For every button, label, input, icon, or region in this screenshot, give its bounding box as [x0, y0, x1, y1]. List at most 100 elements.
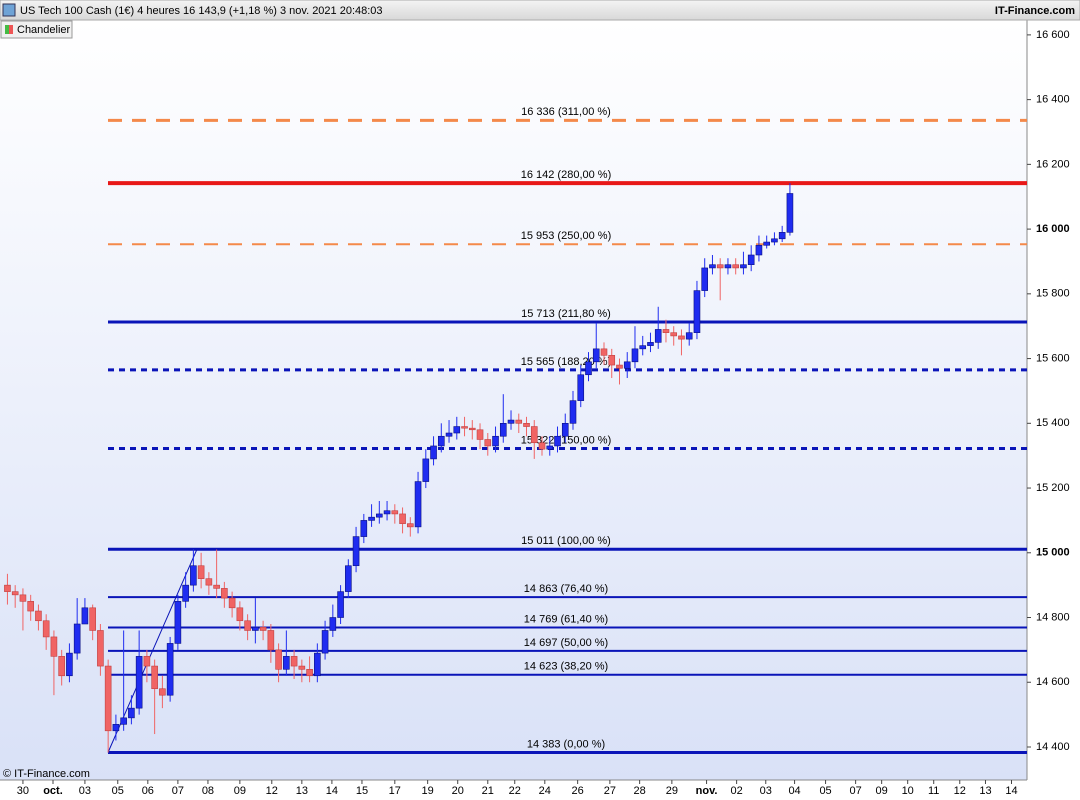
candle-body: [368, 516, 375, 521]
candle-body: [786, 193, 794, 233]
x-tick-label: oct.: [43, 785, 63, 797]
candle-body: [275, 649, 282, 670]
x-tick-label: 14: [326, 785, 338, 797]
app-icon: [2, 3, 16, 17]
candle-body: [182, 584, 189, 602]
chandelier-button[interactable]: Chandelier: [0, 20, 73, 39]
x-tick-label: 29: [666, 785, 678, 797]
candle-body: [476, 429, 484, 440]
candle-body: [290, 656, 298, 667]
plot: 16 336 (311,00 %) 16 142 (280,00 %) 15 953…: [4, 106, 1027, 754]
candle-body: [329, 617, 337, 631]
candle-body: [747, 254, 755, 266]
button-frame[interactable]: [0, 20, 73, 39]
x-tick-label: 13: [979, 785, 991, 797]
candle-body: [66, 652, 73, 677]
candle-body: [135, 656, 143, 709]
candle-body: [685, 332, 693, 340]
level-label: 14 863 (76,40 %): [524, 583, 608, 595]
candle-body: [407, 523, 414, 528]
candle-body: [608, 355, 616, 366]
y-tick-label: 14 400: [1036, 741, 1070, 753]
candle-body: [283, 656, 290, 670]
candle-body: [205, 578, 213, 586]
candle-body: [569, 400, 577, 424]
y-tick-label: 14 600: [1036, 676, 1070, 688]
candle-body: [143, 656, 151, 667]
x-tick-label: 03: [79, 785, 91, 797]
x-tick-label: 09: [876, 785, 888, 797]
candle-body: [314, 652, 321, 677]
candle-body: [592, 348, 600, 363]
y-tick-label: 15 600: [1036, 352, 1070, 364]
candle-body: [112, 724, 120, 732]
x-tick-label: 21: [482, 785, 494, 797]
x-tick-label: 06: [142, 785, 154, 797]
candle-body: [159, 688, 166, 696]
x-tick-label: 14: [1005, 785, 1017, 797]
level-label: 16 336 (311,00 %): [521, 106, 611, 118]
x-tick-label: 22: [509, 785, 521, 797]
axis-panel: [1027, 20, 1080, 800]
x-tick-label: nov.: [696, 785, 718, 797]
candle-body: [97, 630, 104, 667]
candle-body: [422, 458, 430, 482]
candle-body: [647, 342, 654, 346]
level-label: 14 697 (50,00 %): [524, 637, 608, 649]
candle-body: [623, 361, 631, 369]
x-tick-label: 28: [634, 785, 646, 797]
candle-body: [81, 607, 89, 625]
candle-body: [639, 345, 647, 350]
y-tick-label: 16 000: [1036, 223, 1070, 235]
candle-body: [213, 584, 220, 589]
brand: IT-Finance.com: [995, 5, 1075, 17]
candle-body: [740, 264, 747, 269]
y-tick-label: 16 400: [1036, 94, 1070, 106]
x-tick-label: 02: [731, 785, 743, 797]
candle-body: [778, 232, 786, 240]
level-label: 14 623 (38,20 %): [524, 661, 608, 673]
level-label: 14 383 (0,00 %): [527, 738, 605, 750]
candle-body: [693, 290, 701, 333]
candle-body: [430, 445, 437, 460]
level-label: 16 142 (280,00 %): [521, 169, 612, 181]
candle-body: [376, 513, 383, 518]
axis-panel: [0, 780, 1027, 800]
candle-body: [104, 665, 112, 732]
candle-body: [50, 636, 58, 657]
candle-body: [616, 364, 623, 369]
y-tick-label: 14 800: [1036, 611, 1070, 623]
x-tick-label: 05: [819, 785, 831, 797]
candle-body: [360, 520, 368, 537]
candle-body: [654, 329, 662, 343]
x-tick-label: 20: [452, 785, 464, 797]
candle-body: [11, 591, 19, 596]
candle-body: [701, 267, 709, 291]
x-tick-label: 24: [539, 785, 551, 797]
candle-body: [244, 620, 251, 631]
candle-body: [166, 643, 174, 696]
x-tick-label: 10: [902, 785, 914, 797]
candle-body: [709, 264, 716, 269]
candle-body: [58, 656, 65, 677]
candle-body: [538, 442, 546, 450]
x-tick-label: 11: [928, 785, 939, 797]
candle-body: [499, 423, 507, 437]
candle-body: [252, 626, 259, 631]
candle-body: [190, 565, 197, 586]
candle-body: [221, 588, 228, 599]
x-tick-label: 15: [356, 785, 368, 797]
y-tick-label: 15 800: [1036, 288, 1070, 300]
candle-body: [391, 510, 399, 515]
candle-body: [515, 419, 523, 424]
candle-body: [89, 607, 96, 631]
x-tick-label: 12: [266, 785, 278, 797]
header-title: US Tech 100 Cash (1€) 4 heures 16 143,9 …: [20, 5, 383, 17]
candle-body: [151, 665, 158, 690]
button-label[interactable]: Chandelier: [17, 24, 71, 36]
button-icon: [9, 25, 13, 34]
candle-body: [35, 610, 42, 622]
candle-body: [732, 264, 739, 269]
x-tick-label: 17: [389, 785, 401, 797]
candle-body: [716, 264, 724, 269]
